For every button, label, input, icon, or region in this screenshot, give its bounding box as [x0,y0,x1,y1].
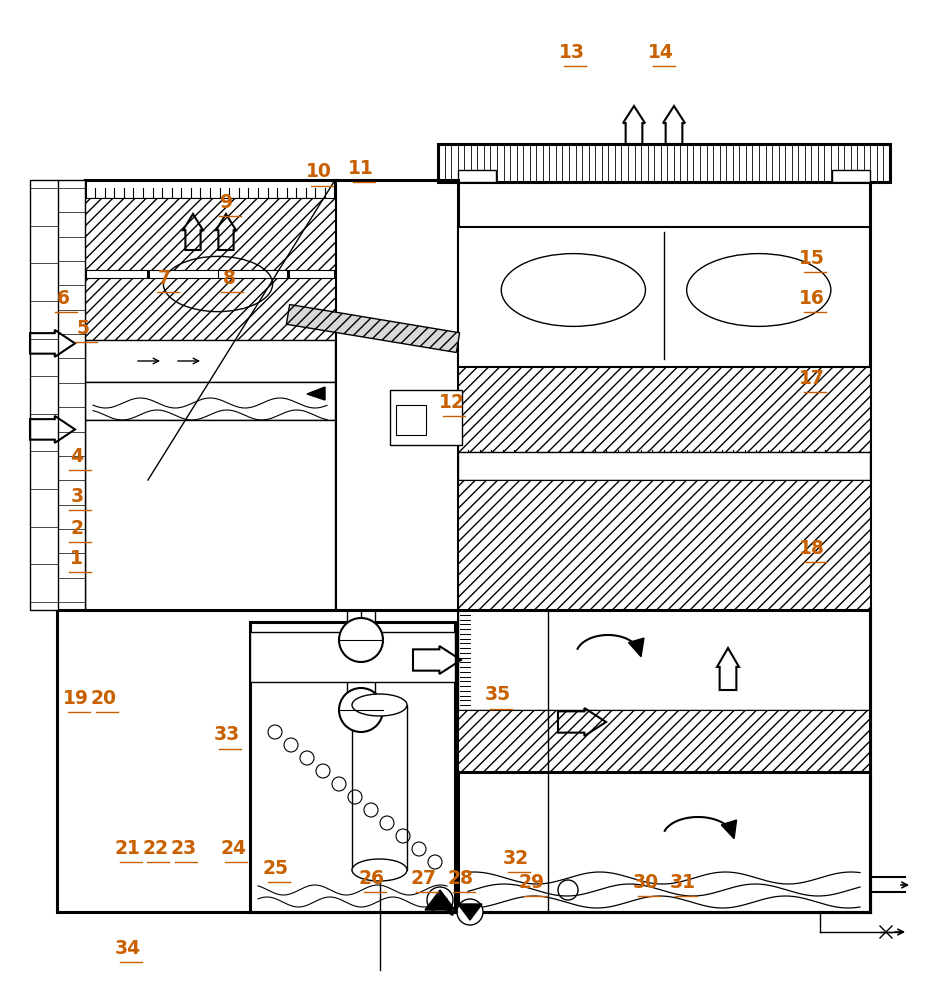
Bar [390,390,462,445]
Text: 11: 11 [348,158,374,178]
Bar [352,705,407,870]
Bar [396,405,426,435]
Ellipse shape [352,859,407,881]
Bar [85,278,335,340]
Bar [148,250,288,335]
Text: 34: 34 [115,938,141,957]
Bar [57,180,85,610]
Text: 27: 27 [411,868,437,888]
Text: 30: 30 [633,872,659,892]
Polygon shape [629,638,644,657]
Ellipse shape [352,694,407,716]
Text: 29: 29 [519,872,545,892]
Bar [458,452,870,480]
Bar [148,335,288,480]
Text: 35: 35 [485,686,511,704]
Bar [250,632,455,682]
Bar [347,610,375,710]
Text: 1: 1 [70,548,83,568]
Text: 13: 13 [559,42,585,62]
Text: 28: 28 [448,868,474,888]
Text: 20: 20 [91,688,117,708]
Bar [85,180,335,610]
Text: 5: 5 [77,319,90,338]
Bar [458,170,496,182]
Bar [458,610,870,710]
Text: 9: 9 [220,192,233,212]
Text: 17: 17 [799,368,825,387]
Text: 3: 3 [70,487,83,506]
Bar [148,335,288,480]
Text: 7: 7 [158,268,171,288]
Bar [458,772,870,912]
Text: 31: 31 [670,872,696,892]
Circle shape [339,688,383,732]
Text: 23: 23 [170,838,196,857]
Bar [250,622,455,912]
Bar [458,710,870,772]
Bar [458,480,870,610]
Text: 14: 14 [648,42,674,62]
Bar [832,170,870,182]
Text: 16: 16 [799,288,825,308]
Bar [458,182,870,912]
Circle shape [339,618,383,662]
Polygon shape [287,305,460,352]
Bar [458,367,870,452]
Circle shape [457,899,483,925]
Text: 32: 32 [503,848,529,867]
Polygon shape [458,904,482,920]
Text: 2: 2 [70,518,83,538]
Text: 26: 26 [359,868,385,888]
Bar [30,180,58,610]
Bar [438,144,890,182]
Text: 22: 22 [142,838,168,857]
Bar [85,198,335,270]
Text: 4: 4 [70,446,83,466]
Text: 18: 18 [799,538,825,558]
Text: 33: 33 [214,726,240,744]
Text: 25: 25 [263,858,289,878]
Text: 19: 19 [63,688,89,708]
Text: 12: 12 [438,392,464,412]
Polygon shape [307,387,325,400]
Text: 8: 8 [223,268,236,288]
Bar [85,420,335,610]
Text: 24: 24 [220,838,246,857]
Bar [85,340,335,382]
Polygon shape [425,890,455,910]
Bar [85,382,335,420]
Text: 21: 21 [115,838,141,857]
Text: 6: 6 [56,288,69,308]
Text: 10: 10 [306,162,332,181]
Bar [458,227,870,367]
Polygon shape [722,820,736,839]
Text: 15: 15 [799,248,825,267]
